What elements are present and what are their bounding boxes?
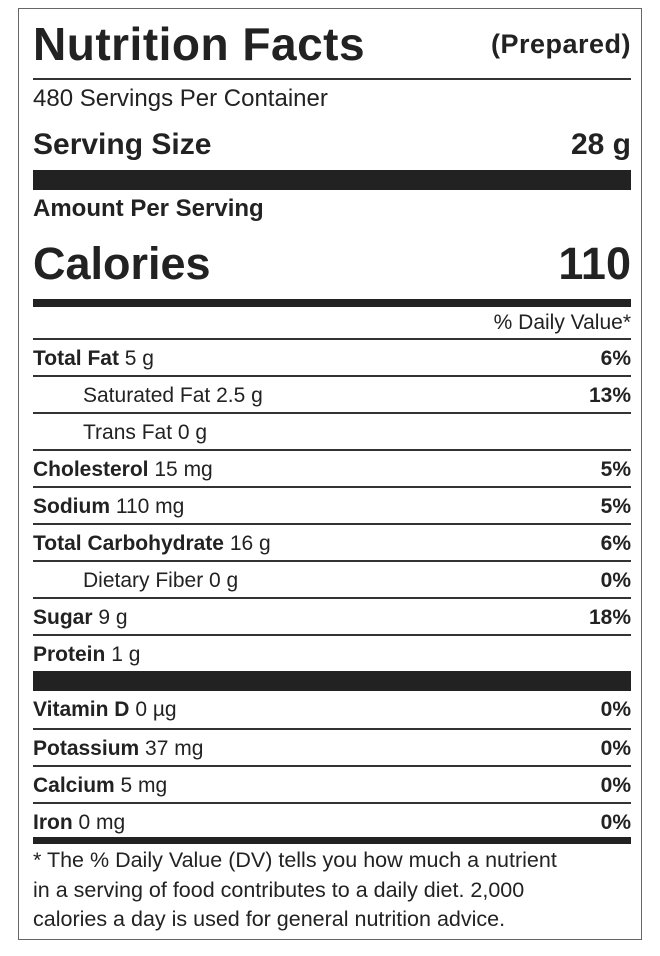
amount-label: Amount Per Serving [33, 195, 264, 222]
nutrient-label: Dietary Fiber 0 g [33, 562, 238, 597]
nutrient-row: Sodium 110 mg 5% [33, 486, 631, 523]
nutrient-amount: 0 mg [78, 811, 126, 834]
nutrient-row: Potassium 37 mg 0% [33, 728, 631, 765]
title-row: Nutrition Facts (Prepared) [33, 14, 631, 74]
footnote-line: in a serving of food contributes to a da… [33, 877, 525, 902]
calories-row: Calories 110 [33, 236, 631, 292]
servings: 480 Servings Per Container [33, 85, 328, 112]
nutrient-amount: 0 µg [135, 698, 177, 721]
nutrient-name: Potassium [33, 737, 140, 760]
nutrient-amount: 0 g [177, 421, 208, 444]
serving-size-row: Serving Size 28 g [33, 126, 631, 164]
nutrient-name: Cholesterol [33, 458, 149, 481]
thick-bar [33, 170, 631, 190]
daily-value: 18% [588, 606, 631, 629]
thick-bar [33, 671, 631, 691]
nutrient-row: Vitamin D 0 µg 0% [33, 691, 631, 728]
nutrient-label: Total Carbohydrate 16 g [33, 525, 271, 560]
daily-value: 0% [600, 569, 631, 592]
nutrient-amount: 9 g [98, 606, 128, 629]
calories: 110 [558, 238, 631, 289]
daily-value: 0% [600, 774, 631, 797]
nutrient-row: Total Carbohydrate 16 g 6% [33, 523, 631, 560]
nutrient-name: Total Fat [33, 347, 119, 370]
daily-value: 0% [600, 737, 631, 760]
dv-header: % Daily Value* [493, 311, 631, 334]
nutrient-row: Calcium 5 mg 0% [33, 765, 631, 802]
nutrient-name: Dietary Fiber [83, 569, 204, 592]
nutrient-name: Trans Fat [83, 421, 173, 444]
nutrient-amount: 110 mg [115, 495, 185, 518]
nutrient-name: Calcium [33, 774, 115, 797]
nutrient-label: Trans Fat 0 g [33, 414, 207, 449]
nutrient-amount: 1 g [111, 643, 141, 666]
nutrient-name: Protein [33, 643, 106, 666]
serving-size-label: Serving Size [33, 128, 212, 161]
nutrient-row: Saturated Fat 2.5 g 13% [33, 375, 631, 412]
divider [33, 78, 631, 80]
nutrient-label: Calcium 5 mg [33, 767, 167, 802]
nutrient-label: Saturated Fat 2.5 g [33, 377, 263, 412]
nutrient-label: Sugar 9 g [33, 599, 128, 634]
nutrient-row: Cholesterol 15 mg 5% [33, 449, 631, 486]
nutrient-label: Iron 0 mg [33, 804, 125, 839]
nutrient-name: Vitamin D [33, 698, 130, 721]
nutrient-label: Protein 1 g [33, 636, 140, 671]
nutrient-label: Total Fat 5 g [33, 340, 154, 375]
nutrient-amount: 5 mg [120, 774, 168, 797]
nutrient-row: Protein 1 g [33, 634, 631, 671]
nutrient-label: Sodium 110 mg [33, 488, 184, 523]
nutrient-row: Sugar 9 g 18% [33, 597, 631, 634]
label-border [18, 8, 642, 940]
daily-value: 6% [600, 347, 631, 370]
nutrient-amount: 2.5 g [216, 384, 263, 407]
nutrient-name: Total Carbohydrate [33, 532, 224, 555]
nutrient-amount: 0 g [209, 569, 239, 592]
nutrient-label: Potassium 37 mg [33, 730, 203, 765]
nutrient-row: Total Fat 5 g 6% [33, 338, 631, 375]
nutrient-name: Iron [33, 811, 73, 834]
calories-label: Calories [33, 238, 211, 289]
footnote: * The % Daily Value (DV) tells you how m… [33, 846, 631, 935]
medium-bar [33, 299, 631, 307]
nutrient-name: Sodium [33, 495, 110, 518]
nutrient-label: Vitamin D 0 µg [33, 691, 177, 728]
footnote-line: calories a day is used for general nutri… [33, 907, 506, 931]
daily-value: 5% [600, 495, 631, 518]
nutrient-row: Iron 0 mg 0% [33, 802, 631, 839]
daily-value: 0% [600, 698, 631, 721]
daily-value: 5% [600, 458, 631, 481]
nutrient-amount: 15 mg [154, 458, 213, 481]
title: Nutrition Facts [33, 18, 366, 70]
daily-value: 0% [600, 811, 631, 834]
subtitle: (Prepared) [490, 28, 631, 59]
nutrient-amount: 5 g [124, 347, 154, 370]
nutrient-row: Trans Fat 0 g [33, 412, 631, 449]
nutrient-name: Sugar [33, 606, 93, 629]
medium-bar [33, 837, 631, 844]
serving-size: 28 g [570, 128, 631, 161]
nutrient-amount: 37 mg [145, 737, 204, 760]
footnote-line: * The % Daily Value (DV) tells you how m… [33, 848, 557, 872]
nutrient-name: Saturated Fat [83, 384, 211, 407]
daily-value: 13% [588, 384, 631, 407]
nutrient-row: Dietary Fiber 0 g 0% [33, 560, 631, 597]
nutrient-label: Cholesterol 15 mg [33, 451, 213, 486]
nutrient-amount: 16 g [229, 532, 271, 555]
daily-value: 6% [600, 532, 631, 555]
